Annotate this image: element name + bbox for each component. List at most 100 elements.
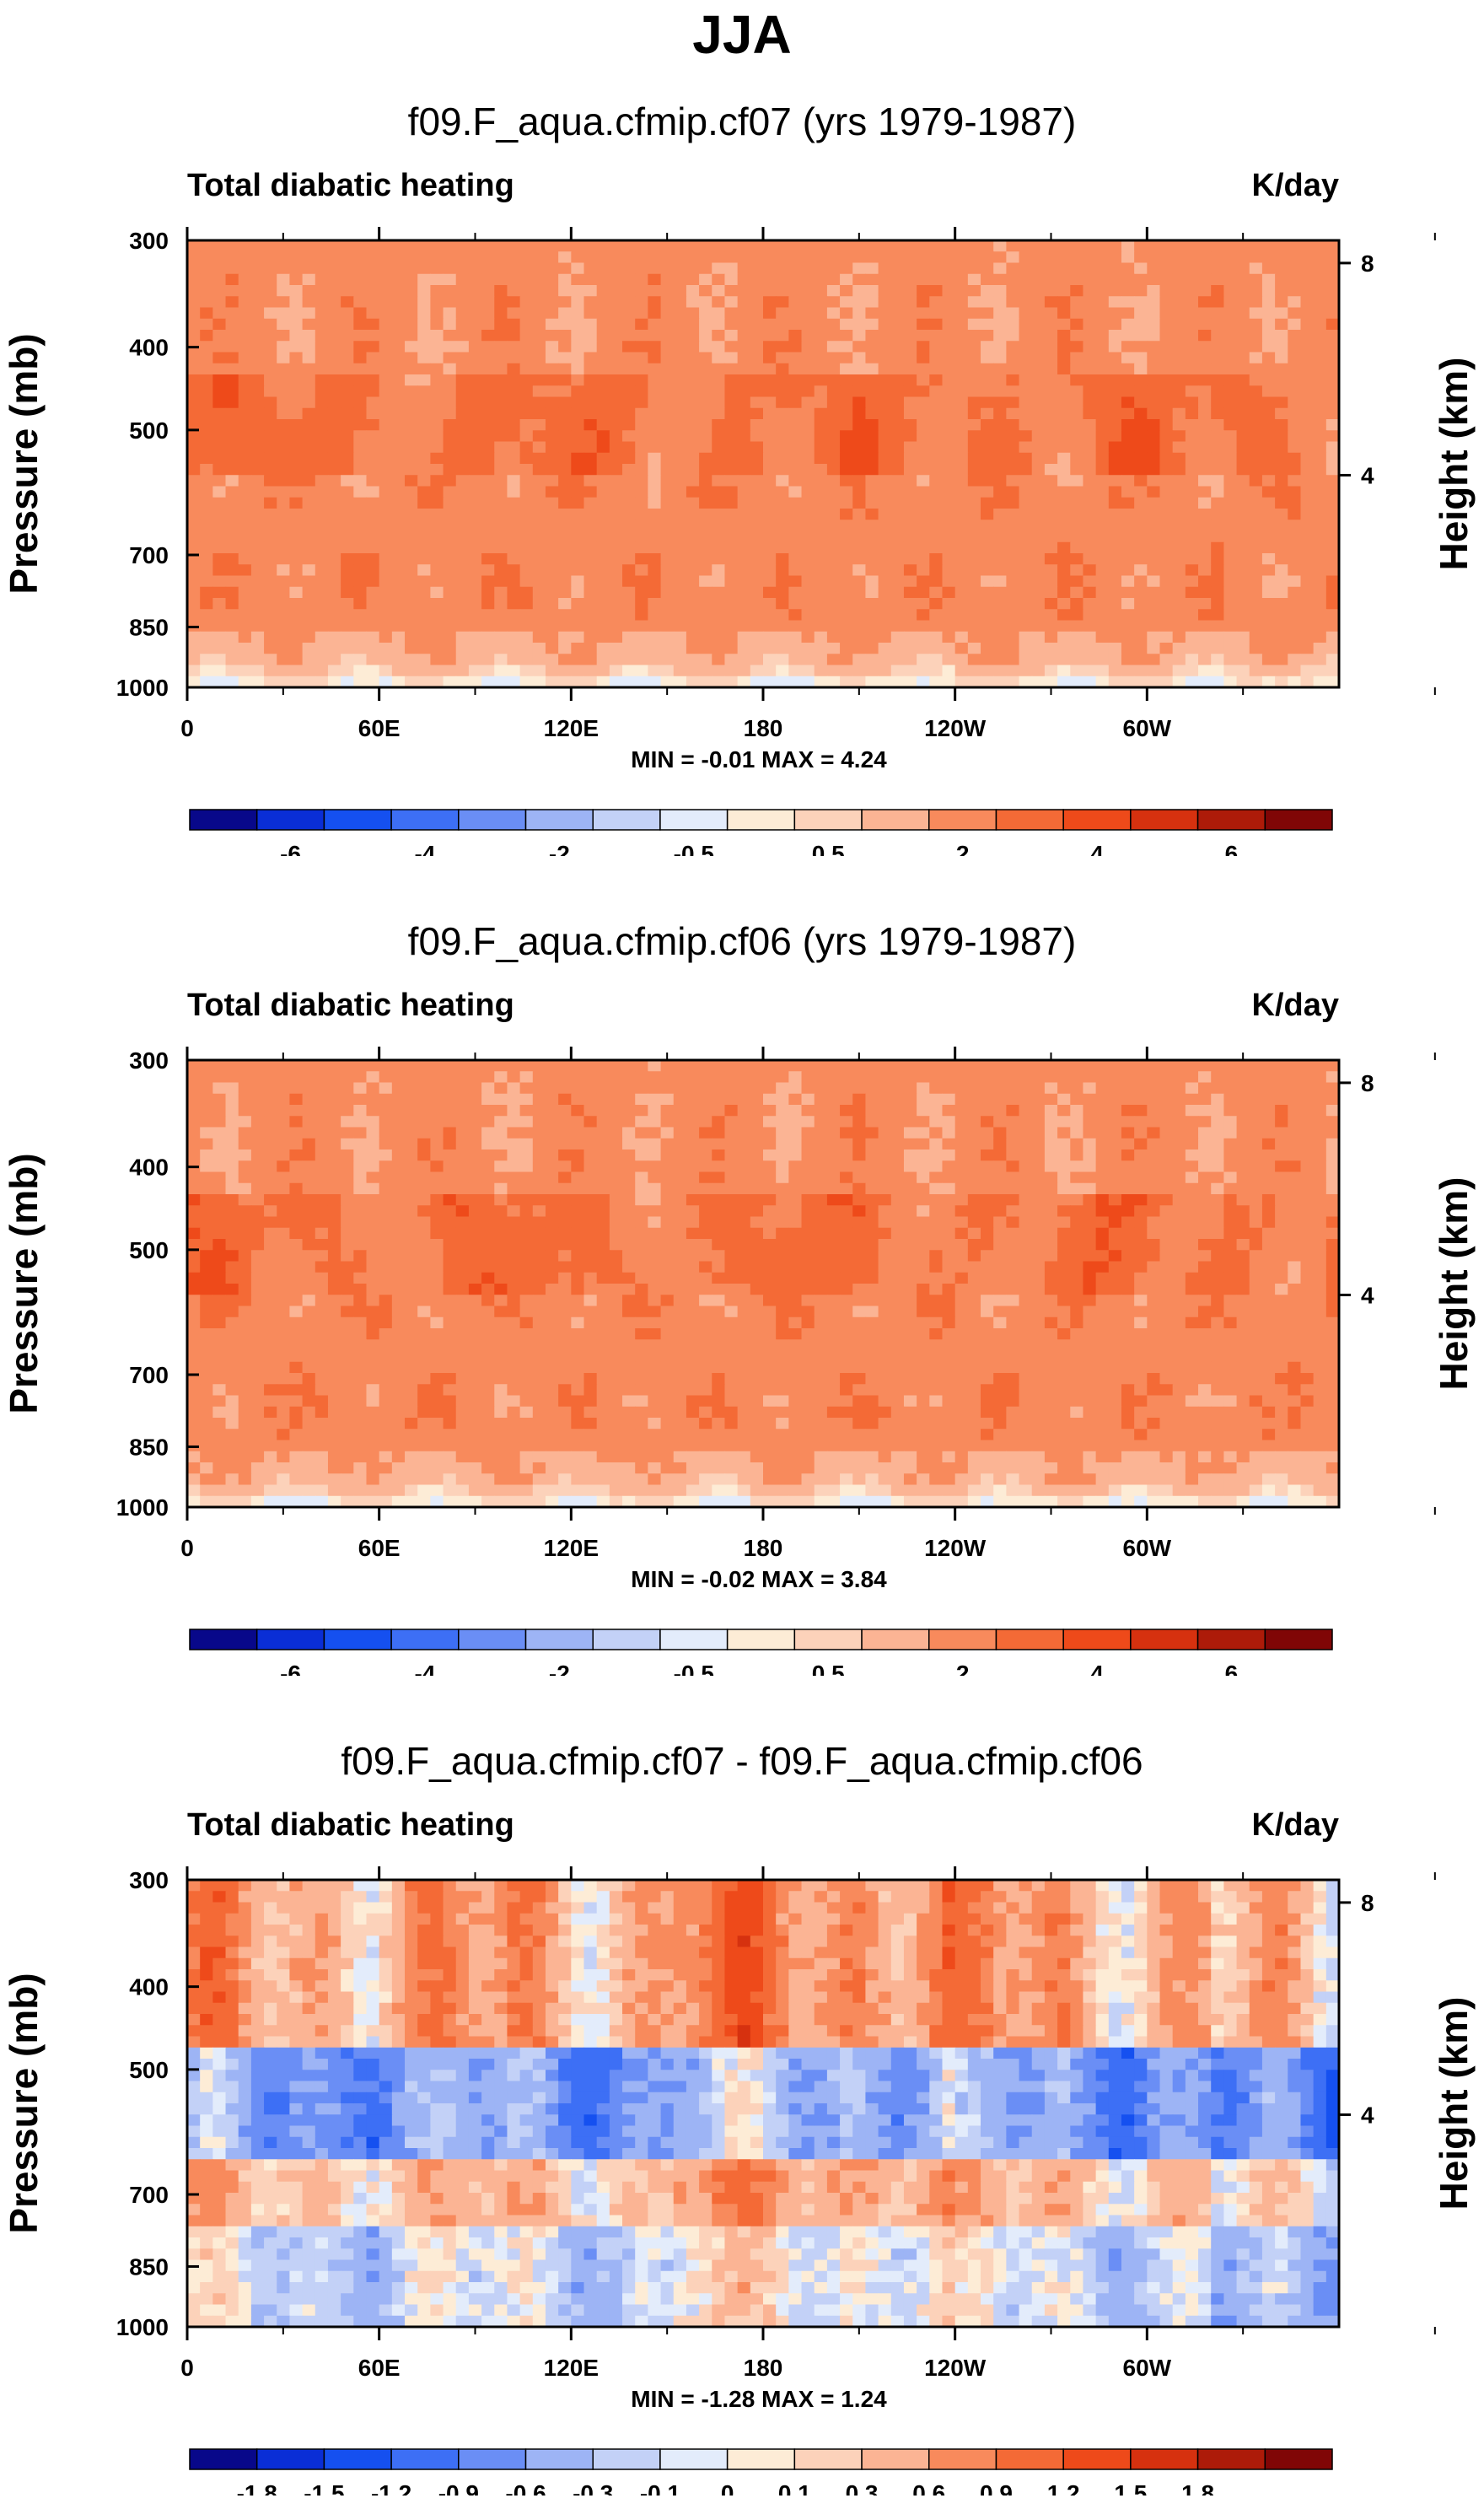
heatmap-cell [366,385,380,398]
heatmap-cell [635,374,648,386]
heatmap-cell [865,285,879,297]
heatmap-cell [443,475,457,487]
heatmap-cell [1300,1127,1315,1139]
heatmap-cell [455,586,470,599]
heatmap-cell [660,452,675,465]
heatmap-cell [494,1093,508,1106]
heatmap-cell [264,475,277,487]
heatmap-cell [341,318,354,331]
heatmap-cell [776,1082,789,1095]
heatmap-cell [724,520,739,532]
min-max-label: MIN = -0.01 MAX = 4.24 [631,746,887,773]
heatmap-cell [635,273,648,286]
heatmap-cell [942,475,956,487]
heatmap-cell [430,1150,444,1161]
heatmap-cell [545,1127,559,1139]
heatmap-cell [264,441,277,454]
heatmap-cell [917,665,930,677]
heatmap-cell [724,530,739,543]
heatmap-cell [929,530,944,543]
heatmap-cell [1288,363,1302,375]
heatmap-cell [622,509,636,520]
heatmap-cell [814,441,828,454]
heatmap-cell [852,363,867,375]
heatmap-cell [878,553,892,565]
heatmap-cell [1325,530,1340,543]
heatmap-cell [187,1182,201,1195]
heatmap-cell [673,520,687,532]
heatmap-cell [763,609,777,622]
heatmap-cell [1300,665,1315,677]
heatmap-cell [686,676,700,688]
heatmap-cell [699,251,712,264]
heatmap-cell [917,553,930,565]
heatmap-cell [519,486,534,498]
heatmap-cell [699,1105,712,1117]
heatmap-cell [1057,1105,1071,1117]
heatmap-cell [878,407,892,420]
heatmap-cell [763,374,777,386]
heatmap-cell [532,1138,546,1150]
heatmap-cell [1313,475,1327,487]
heatmap-cell [289,1182,304,1195]
heatmap-cell [391,1160,406,1173]
heatmap-cell [1223,541,1238,554]
heatmap-cell [763,296,777,309]
heatmap-cell [1031,475,1046,487]
heatmap-cell [1121,1182,1135,1195]
heatmap-cell [1057,541,1071,554]
heatmap-cell [917,296,930,309]
heatmap-cell [379,631,393,643]
heatmap-cell [1083,273,1097,286]
heatmap-cell [1275,1071,1288,1084]
heatmap-cell [840,1071,853,1084]
heatmap-cell [519,385,534,398]
heatmap-cell [353,575,368,588]
heatmap-cell [1070,1182,1084,1195]
heatmap-cell [468,1082,482,1095]
heatmap-cell [737,598,751,610]
heatmap-cell [1313,1171,1327,1184]
heatmap-cell [673,1127,687,1139]
heatmap-cell [648,541,662,554]
heatmap-cell [596,586,610,599]
heatmap-cell [1121,296,1135,309]
heatmap-cell [1159,497,1174,509]
heatmap-cell [1070,374,1084,386]
heatmap-cell [250,586,265,599]
heatmap-cell [1211,307,1224,320]
heatmap-cell [724,240,739,252]
heatmap-cell [903,620,917,633]
heatmap-cell [225,307,239,320]
heatmap-cell [1083,631,1097,643]
heatmap-cell [1198,363,1212,375]
heatmap-cell [507,352,521,364]
heatmap-cell [430,1127,444,1139]
heatmap-cell [1223,643,1238,654]
heatmap-cell [1044,676,1058,688]
heatmap-cell [712,385,726,398]
heatmap-cell [519,307,534,320]
heatmap-cell [494,541,508,554]
heatmap-cell [981,1116,994,1128]
heatmap-cell [545,1138,559,1150]
heatmap-cell [890,1060,905,1072]
heatmap-cell [981,631,994,643]
heatmap-cell [954,1194,969,1206]
heatmap-cell [763,419,777,431]
heatmap-cell [609,1216,623,1229]
heatmap-cell [1275,352,1288,364]
heatmap-cell [878,285,892,297]
heatmap-cell [648,396,662,409]
heatmap-cell [788,464,803,476]
heatmap-cell [468,620,482,633]
heatmap-cell [942,676,956,688]
heatmap-cell [455,419,470,431]
heatmap-cell [1261,1205,1276,1218]
heatmap-cell [430,564,444,577]
heatmap-cell [660,1171,675,1184]
heatmap-cell [648,452,662,465]
heatmap-cell [699,419,712,431]
heatmap-cell [814,1150,828,1161]
heatmap-cell [1134,509,1148,520]
